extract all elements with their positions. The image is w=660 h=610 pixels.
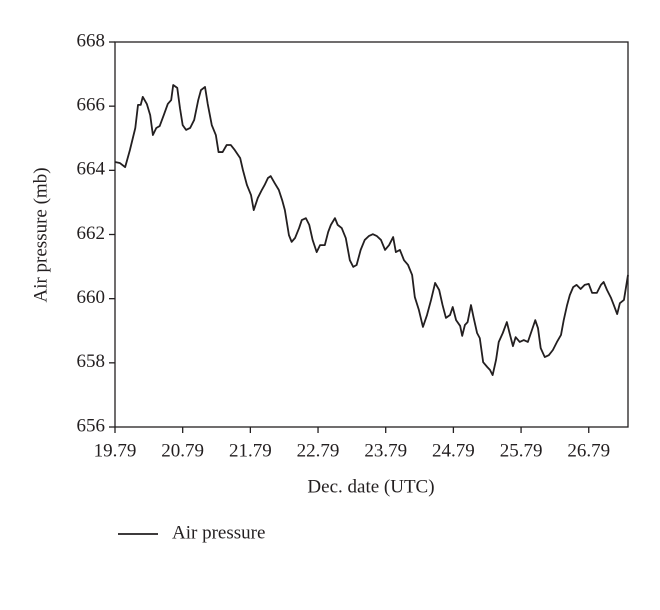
y-tick-label: 668 [77, 30, 106, 51]
x-tick-label: 24.79 [432, 440, 475, 461]
line-series [114, 84, 629, 376]
y-tick-label: 664 [77, 159, 106, 180]
x-tick-label: 22.79 [297, 440, 340, 461]
x-tick-label: 20.79 [161, 440, 204, 461]
x-tick-label: 19.79 [94, 440, 137, 461]
y-tick-label: 660 [77, 287, 106, 308]
y-tick-label: 658 [77, 351, 106, 372]
x-tick-label: 25.79 [500, 440, 543, 461]
x-tick-label: 21.79 [229, 440, 272, 461]
legend-label: Air pressure [172, 522, 265, 543]
y-axis-label: Air pressure (mb) [30, 167, 51, 302]
x-axis-label: Dec. date (UTC) [307, 476, 434, 497]
y-tick-label: 666 [77, 95, 106, 116]
y-tick-label: 662 [77, 223, 106, 244]
y-tick-label: 656 [77, 415, 106, 436]
x-tick-label: 23.79 [364, 440, 407, 461]
x-tick-label: 26.79 [567, 440, 610, 461]
